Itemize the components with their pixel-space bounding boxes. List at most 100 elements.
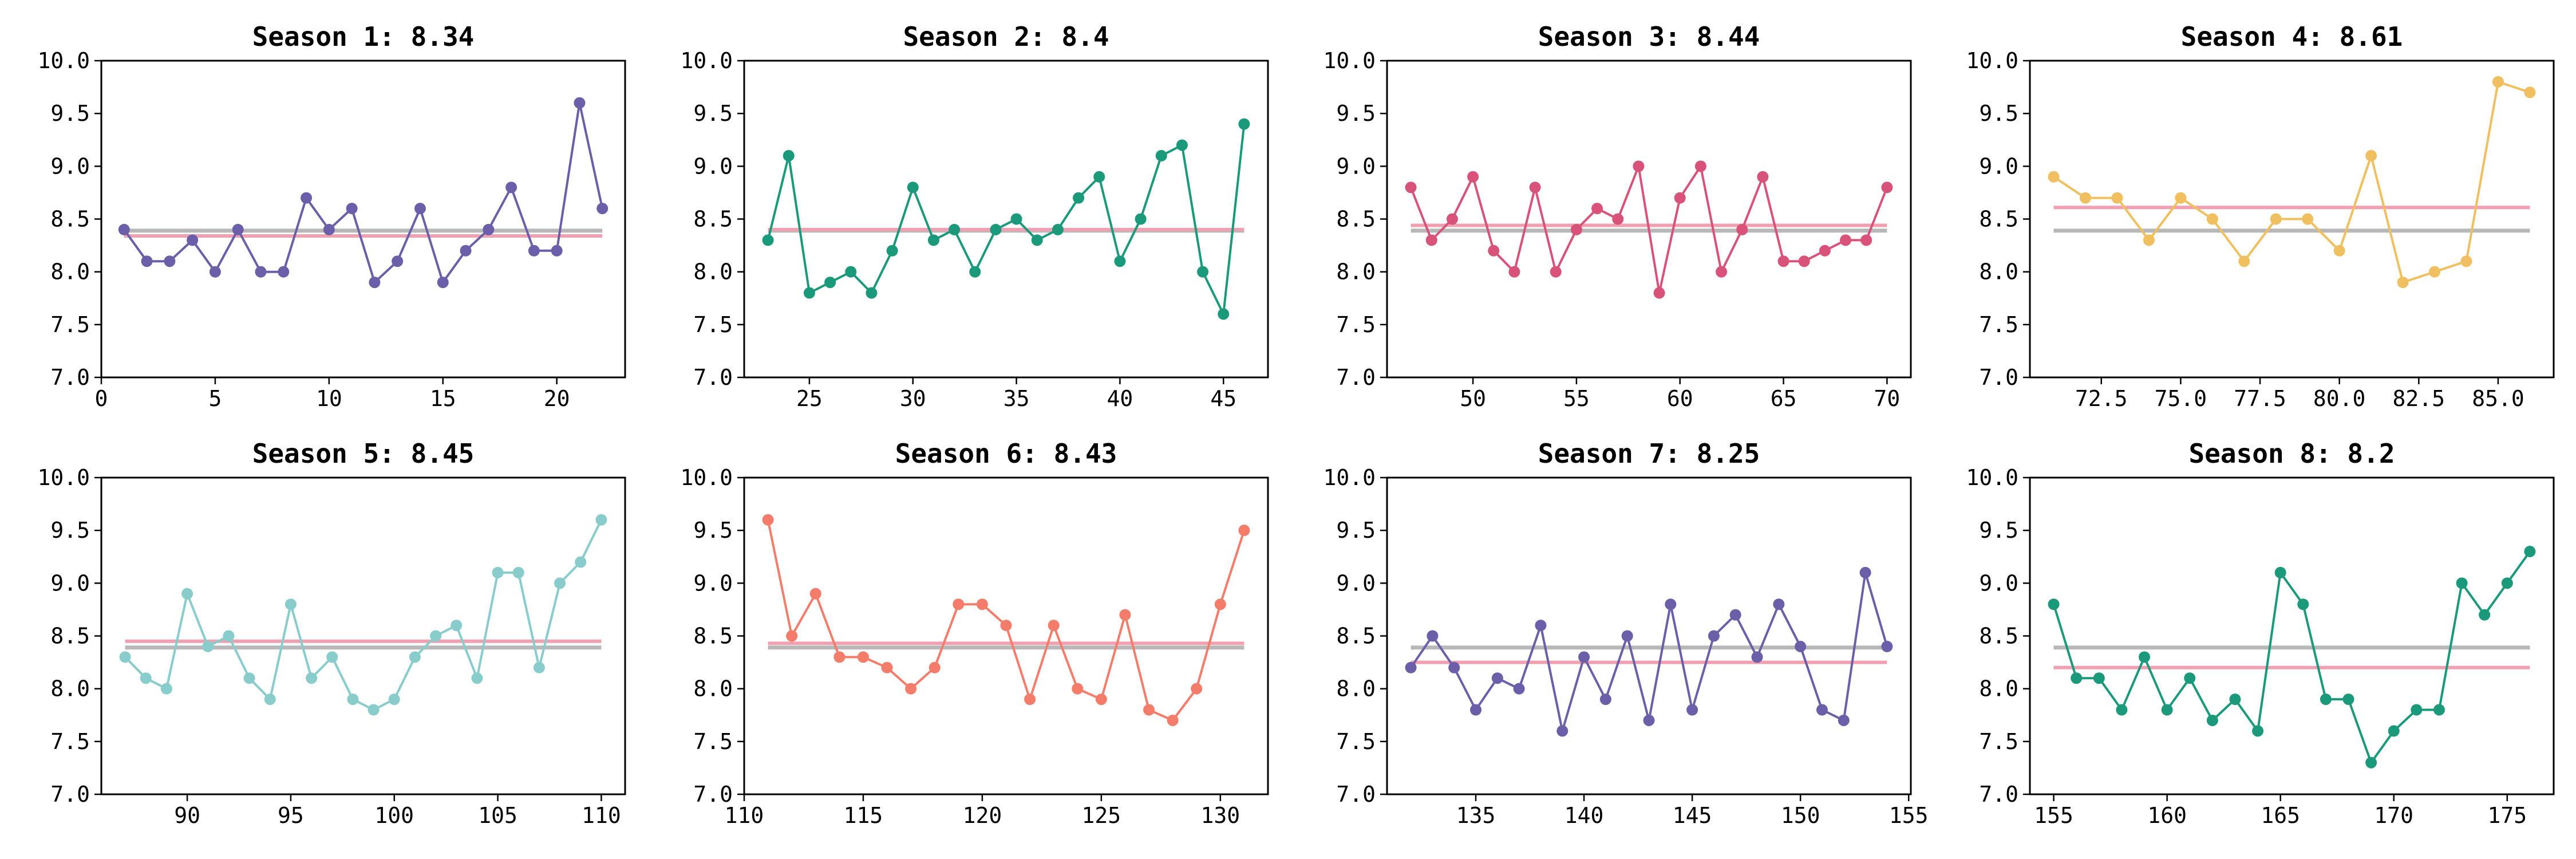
y-tick-label: 7.0: [1979, 782, 2018, 807]
plot-frame: [100, 60, 626, 379]
data-point: [1751, 651, 1763, 663]
y-tick-label: 9.0: [1336, 153, 1376, 179]
x-tick-label: 77.5: [2234, 386, 2286, 411]
data-point: [2524, 86, 2536, 98]
data-point: [392, 255, 404, 267]
y-tick-label: 7.0: [1979, 365, 2018, 390]
data-point: [1114, 255, 1126, 267]
data-point: [2302, 213, 2314, 225]
x-tick-label: 50: [1460, 386, 1486, 411]
series-line: [2053, 80, 2531, 284]
data-point: [595, 514, 607, 526]
y-tick-label: 10.0: [1966, 48, 2018, 73]
data-point: [202, 640, 214, 652]
data-point: [1708, 630, 1720, 642]
data-point: [2397, 277, 2409, 289]
data-point: [1197, 266, 1209, 278]
data-point: [140, 672, 152, 684]
data-point: [845, 266, 857, 278]
data-point: [1881, 640, 1893, 652]
data-point: [1093, 171, 1105, 183]
y-tick-label: 8.5: [50, 624, 90, 649]
x-tick-label: 135: [1456, 803, 1496, 828]
data-point: [929, 661, 941, 673]
x-tick-label: 15: [430, 386, 456, 411]
panel-title: Season 6: 8.43: [895, 438, 1117, 469]
data-point: [1024, 693, 1036, 706]
y-tick-label: 7.0: [50, 782, 90, 807]
data-point: [368, 704, 380, 716]
data-point: [1633, 160, 1645, 172]
data-point: [533, 661, 545, 673]
y-tick-label: 9.0: [50, 570, 90, 596]
series-line: [123, 101, 604, 284]
x-tick-label: 140: [1564, 803, 1604, 828]
data-point: [1773, 598, 1785, 610]
data-point: [1840, 234, 1852, 246]
data-point: [1591, 203, 1603, 215]
data-point: [2524, 546, 2536, 558]
data-point: [437, 277, 449, 289]
data-point: [1010, 213, 1022, 225]
data-point: [2139, 651, 2151, 663]
data-point: [1529, 182, 1541, 194]
data-point: [2388, 725, 2400, 737]
data-point: [2492, 76, 2504, 88]
season-panel-3: Season 3: 8.44 7.0 7.5 8.0 8.5 9.0 9.5 10.0 50 55…: [1323, 21, 1912, 411]
y-tick-label: 9.5: [693, 518, 733, 543]
data-point: [990, 223, 1002, 235]
data-point: [1816, 704, 1828, 716]
data-point: [809, 588, 821, 600]
x-tick-label: 155: [2034, 803, 2073, 828]
data-point: [278, 266, 290, 278]
data-point: [905, 683, 917, 695]
data-point: [187, 234, 199, 246]
data-point: [551, 245, 563, 257]
x-tick-label: 165: [2261, 803, 2300, 828]
data-point: [2175, 192, 2187, 204]
y-tick-label: 7.5: [50, 729, 90, 754]
y-tick-label: 10.0: [1323, 465, 1376, 490]
series-line: [124, 519, 603, 711]
plot-frame: [743, 60, 1269, 379]
data-point: [2365, 756, 2377, 769]
x-tick-label: 175: [2487, 803, 2527, 828]
data-point: [927, 234, 939, 246]
y-tick-label: 10.0: [1966, 465, 2018, 490]
data-point: [1491, 672, 1503, 684]
x-tick-label: 95: [278, 803, 304, 828]
data-point: [1143, 704, 1155, 716]
data-point: [1653, 287, 1665, 299]
data-point: [2229, 693, 2241, 706]
data-point: [1674, 192, 1686, 204]
data-point: [2429, 266, 2441, 278]
data-point: [1119, 609, 1131, 621]
y-tick-label: 9.5: [50, 518, 90, 543]
data-point: [786, 630, 798, 642]
y-tick-label: 9.5: [1336, 518, 1376, 543]
data-point: [1218, 308, 1230, 320]
data-point: [2365, 149, 2377, 161]
data-point: [2433, 704, 2445, 716]
panel-title: Season 5: 8.45: [252, 438, 475, 469]
data-point: [953, 598, 965, 610]
data-point: [1405, 661, 1417, 673]
data-point: [1838, 714, 1850, 726]
x-tick-label: 125: [1082, 803, 1121, 828]
x-tick-label: 60: [1667, 386, 1693, 411]
x-tick-label: 105: [478, 803, 517, 828]
y-tick-label: 8.5: [50, 207, 90, 232]
data-point: [1716, 266, 1728, 278]
y-tick-label: 8.5: [1336, 624, 1376, 649]
data-point: [414, 203, 426, 215]
data-point: [1881, 182, 1893, 194]
data-point: [2143, 234, 2155, 246]
data-point: [833, 651, 846, 663]
x-tick-label: 100: [374, 803, 414, 828]
data-point: [1052, 223, 1064, 235]
data-point: [1191, 683, 1203, 695]
plot-frame: [2029, 476, 2555, 795]
panel-title: Season 1: 8.34: [252, 21, 475, 52]
y-tick-label: 7.0: [1336, 782, 1376, 807]
data-point: [512, 566, 524, 578]
